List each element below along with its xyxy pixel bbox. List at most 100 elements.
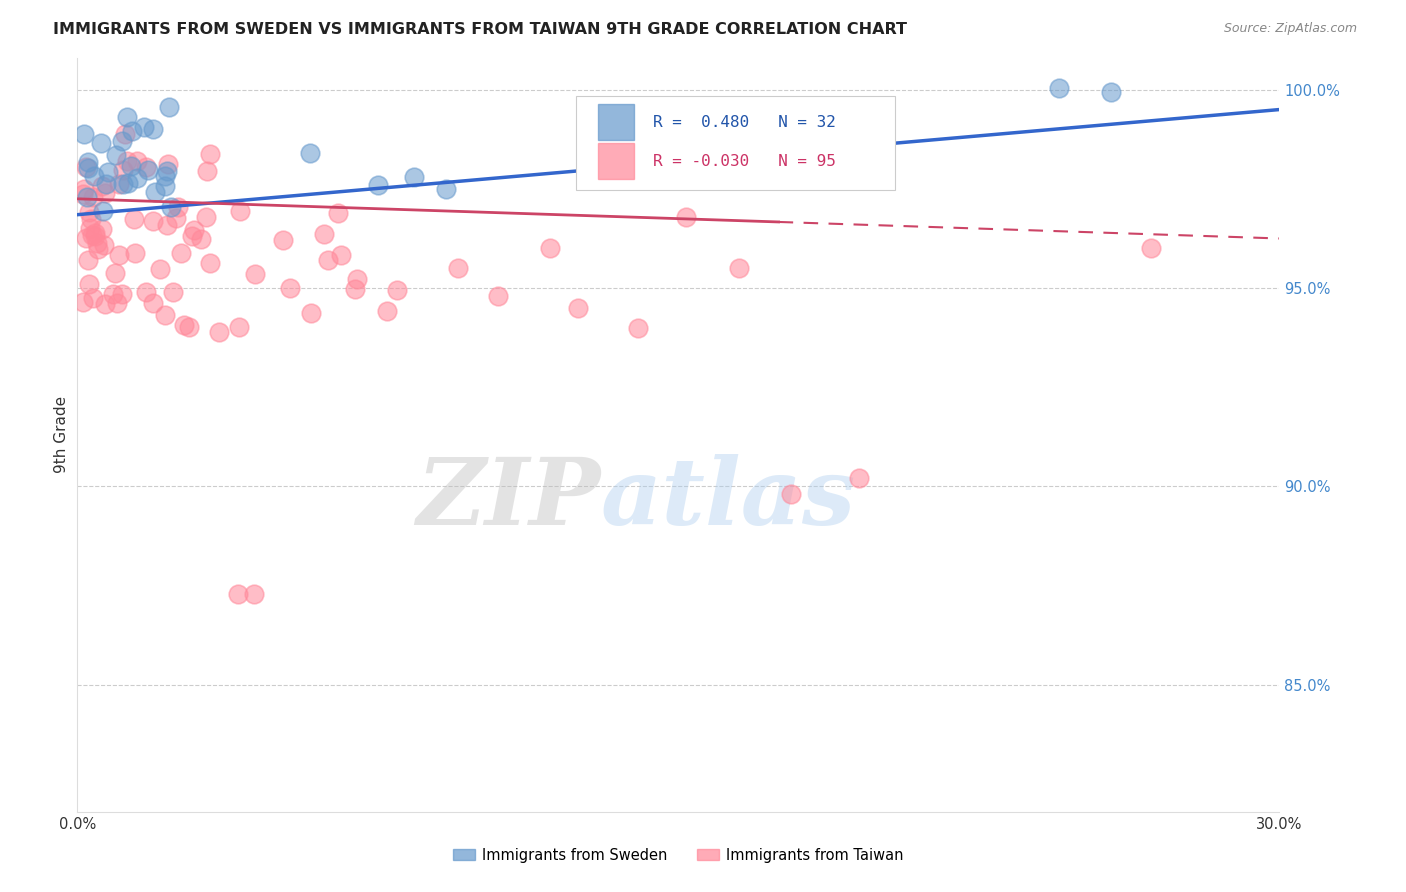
Point — [245, 267, 267, 281]
Point — [111, 163, 134, 178]
Point — [135, 285, 157, 299]
Point — [779, 487, 801, 501]
Point — [93, 186, 115, 201]
Point — [135, 160, 157, 174]
Text: ZIP: ZIP — [416, 454, 600, 544]
Point — [91, 178, 114, 193]
Point — [486, 289, 509, 303]
Point — [181, 228, 204, 243]
Point — [156, 219, 179, 233]
Point — [86, 235, 108, 250]
Point — [273, 233, 295, 247]
Point — [402, 169, 425, 184]
Point — [77, 161, 100, 176]
Point — [346, 271, 368, 285]
Point — [1099, 85, 1122, 99]
Point — [136, 162, 159, 177]
Point — [111, 286, 134, 301]
Point — [79, 211, 101, 226]
Point — [162, 285, 184, 299]
Point — [77, 154, 100, 169]
FancyBboxPatch shape — [576, 95, 894, 190]
Y-axis label: 9th Grade: 9th Grade — [53, 396, 69, 474]
Text: R =  0.480   N = 32: R = 0.480 N = 32 — [654, 114, 837, 129]
Point — [160, 200, 183, 214]
Point — [156, 156, 179, 170]
Point — [177, 320, 200, 334]
Point — [105, 295, 128, 310]
Point — [93, 238, 115, 252]
Point — [121, 123, 143, 137]
Point — [114, 127, 136, 141]
Point — [97, 165, 120, 179]
Point — [111, 134, 134, 148]
Point — [101, 287, 124, 301]
Point — [1140, 241, 1163, 255]
Point — [200, 147, 222, 161]
Point — [170, 245, 193, 260]
Point — [183, 223, 205, 237]
Point — [153, 169, 176, 184]
FancyBboxPatch shape — [598, 143, 634, 179]
Point — [82, 228, 104, 243]
Text: R = -0.030   N = 95: R = -0.030 N = 95 — [654, 153, 837, 169]
Point — [105, 147, 128, 161]
Point — [375, 304, 398, 318]
Point — [72, 295, 94, 310]
Point — [77, 277, 100, 292]
Point — [434, 182, 457, 196]
Point — [298, 146, 321, 161]
Point — [567, 301, 589, 315]
Point — [447, 261, 470, 276]
Point — [132, 120, 155, 134]
Point — [344, 282, 367, 296]
Point — [195, 210, 218, 224]
Text: Source: ZipAtlas.com: Source: ZipAtlas.com — [1223, 22, 1357, 36]
Point — [157, 100, 180, 114]
Point — [75, 160, 97, 174]
Point — [117, 177, 139, 191]
Point — [848, 471, 870, 485]
Point — [94, 296, 117, 310]
Point — [156, 164, 179, 178]
Point — [108, 177, 131, 191]
Point — [326, 205, 349, 219]
Point — [149, 261, 172, 276]
Text: atlas: atlas — [600, 454, 855, 544]
Point — [627, 320, 650, 334]
Point — [115, 154, 138, 169]
Point — [173, 318, 195, 332]
Point — [120, 160, 142, 174]
Point — [153, 308, 176, 322]
Point — [127, 153, 149, 168]
Point — [76, 252, 98, 267]
Point — [226, 586, 249, 600]
Point — [316, 253, 339, 268]
Point — [124, 245, 146, 260]
Point — [299, 306, 322, 320]
Point — [83, 228, 105, 243]
Point — [153, 179, 176, 194]
Point — [385, 283, 408, 297]
Point — [208, 326, 231, 340]
Point — [165, 211, 187, 225]
Point — [727, 261, 749, 276]
Point — [278, 280, 301, 294]
Point — [76, 190, 98, 204]
Point — [198, 256, 221, 270]
Point — [90, 221, 112, 235]
Point — [124, 212, 146, 227]
Point — [145, 185, 167, 199]
Point — [75, 231, 97, 245]
Point — [229, 204, 252, 219]
Point — [117, 110, 139, 124]
Point — [94, 178, 117, 192]
Point — [195, 163, 218, 178]
Point — [675, 210, 697, 224]
Point — [83, 226, 105, 240]
Point — [312, 227, 335, 241]
Point — [111, 177, 134, 191]
FancyBboxPatch shape — [598, 104, 634, 140]
Point — [190, 232, 212, 246]
Point — [72, 127, 94, 141]
